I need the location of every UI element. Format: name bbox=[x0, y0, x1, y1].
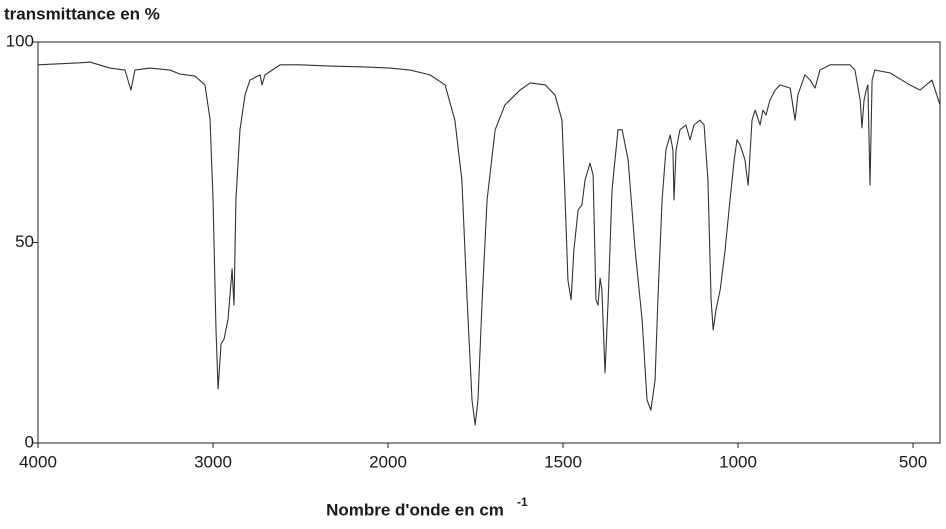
x-tick-label: 1000 bbox=[719, 452, 757, 471]
y-tick-label: 100 bbox=[6, 31, 34, 50]
y-tick-label: 0 bbox=[25, 432, 34, 451]
spectrum-line bbox=[37, 61, 941, 426]
x-tick-label: 4000 bbox=[19, 452, 57, 471]
chart-title: transmittance en % bbox=[4, 4, 160, 23]
x-tick-label: 1500 bbox=[544, 452, 582, 471]
plot-frame bbox=[37, 41, 941, 444]
y-tick-label: 50 bbox=[15, 232, 34, 251]
x-axis-label: Nombre d'onde en cm bbox=[326, 500, 504, 519]
x-tick-label: 2000 bbox=[369, 452, 407, 471]
x-axis-label-superscript: -1 bbox=[517, 495, 528, 509]
x-tick-label: 500 bbox=[899, 452, 927, 471]
x-tick-label: 3000 bbox=[194, 452, 232, 471]
